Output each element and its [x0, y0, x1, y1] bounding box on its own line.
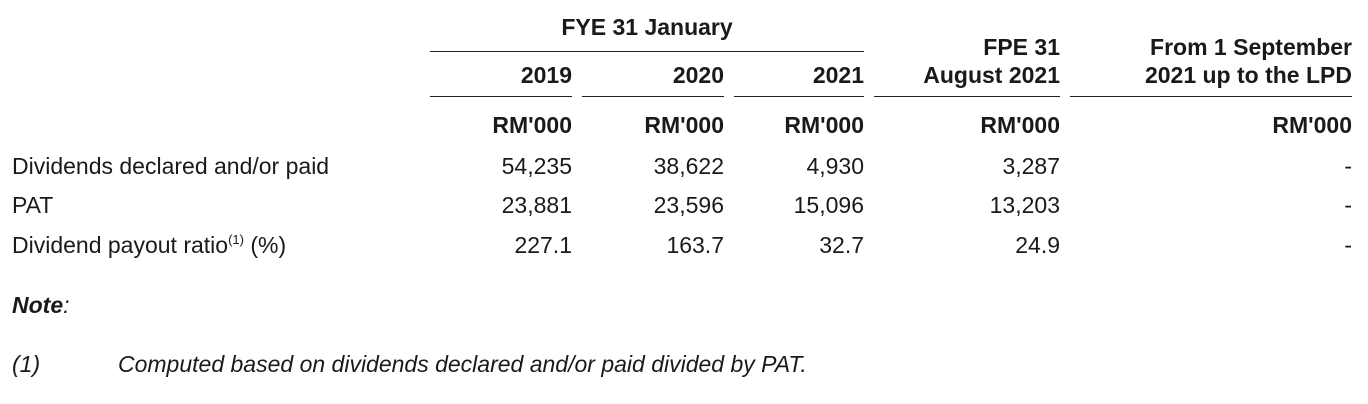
row-label-pat: PAT: [12, 192, 54, 218]
cell-dividends-2020: 38,622: [653, 153, 724, 179]
cell-payout-2021: 32.7: [819, 232, 864, 258]
lpd-header-line2: 2021 up to the LPD: [1144, 62, 1352, 88]
cell-pat-2021: 15,096: [793, 192, 864, 218]
note-marker: (1): [12, 351, 41, 377]
cell-payout-lpd: -: [1344, 232, 1352, 258]
unit-fpe: RM'000: [980, 112, 1060, 138]
note-title-colon: :: [63, 292, 70, 318]
cell-payout-fpe: 24.9: [1015, 232, 1060, 258]
year-header-2020: 2020: [672, 62, 724, 88]
cell-pat-fpe: 13,203: [989, 192, 1060, 218]
unit-lpd: RM'000: [1272, 112, 1352, 138]
year-header-2021: 2021: [812, 62, 864, 88]
fye-group-header: FYE 31 January: [561, 14, 733, 40]
cell-dividends-lpd: -: [1344, 153, 1352, 179]
fye-group-rule: [430, 51, 864, 52]
cell-payout-2019: 227.1: [514, 232, 572, 258]
fpe-header-line2: August 2021: [923, 62, 1060, 88]
payout-ratio-label-suffix: (%): [243, 232, 287, 258]
cell-payout-2020: 163.7: [666, 232, 724, 258]
unit-2019: RM'000: [492, 112, 572, 138]
fpe-rule: [874, 96, 1060, 97]
unit-2021: RM'000: [784, 112, 864, 138]
cell-pat-2020: 23,596: [653, 192, 724, 218]
year-header-2019: 2019: [520, 62, 572, 88]
lpd-rule: [1070, 96, 1352, 97]
cell-pat-lpd: -: [1344, 192, 1352, 218]
fpe-header-line1: FPE 31: [983, 34, 1060, 60]
note-text: Computed based on dividends declared and…: [118, 351, 807, 377]
cell-dividends-fpe: 3,287: [1002, 153, 1060, 179]
note-title-text: Note: [12, 292, 64, 318]
year-rule-2021: [734, 96, 864, 97]
row-label-payout-ratio: Dividend payout ratio(1) (%): [12, 232, 286, 259]
year-rule-2020: [582, 96, 724, 97]
payout-ratio-footnote-ref: (1): [228, 232, 244, 247]
note-title: Note:: [12, 292, 70, 319]
unit-2020: RM'000: [644, 112, 724, 138]
lpd-header-line1: From 1 September: [1150, 34, 1352, 60]
year-rule-2019: [430, 96, 572, 97]
row-label-dividends: Dividends declared and/or paid: [12, 153, 330, 179]
cell-dividends-2019: 54,235: [501, 153, 572, 179]
payout-ratio-label-main: Dividend payout ratio: [12, 232, 229, 258]
cell-dividends-2021: 4,930: [806, 153, 864, 179]
cell-pat-2019: 23,881: [501, 192, 572, 218]
